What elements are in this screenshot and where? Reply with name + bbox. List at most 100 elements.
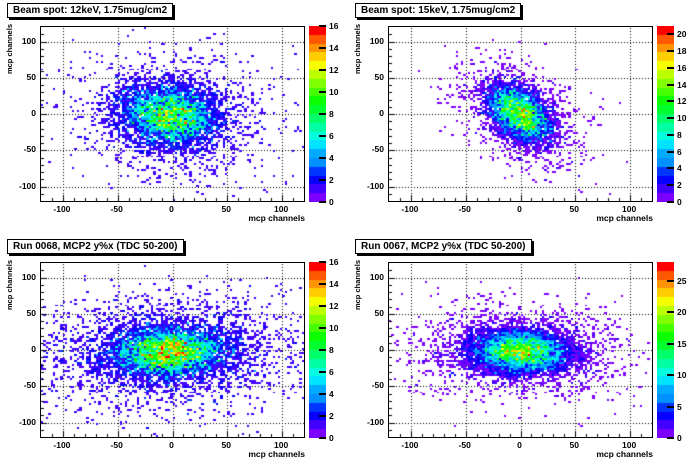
colorbar-tick xyxy=(667,83,674,86)
colorbar-tick xyxy=(319,179,326,181)
colorbar-tick xyxy=(667,184,674,187)
colorbar-tick xyxy=(319,47,326,49)
colorbar-tick-label: 14 xyxy=(677,79,687,90)
heatmap-canvas xyxy=(389,27,652,201)
colorbar xyxy=(657,26,674,202)
colorbar-tick-label: 5 xyxy=(677,401,682,412)
colorbar-tick-label: 10 xyxy=(677,113,687,124)
colorbar-tick-label: 2 xyxy=(677,180,682,191)
colorbar-tick-label: 12 xyxy=(677,96,687,107)
x-tick-label: 0 xyxy=(169,204,174,214)
colorbar-tick-label: 12 xyxy=(329,65,339,75)
y-tick-label: 50 xyxy=(26,307,36,318)
colorbar-tick-label: 16 xyxy=(677,62,687,73)
colorbar-tick-label: 10 xyxy=(677,370,687,381)
y-tick-label: 0 xyxy=(31,108,36,118)
y-axis-title: mcp channels xyxy=(5,260,14,311)
pad-beam-spot-15kev: mcp channels mcp channels Beam spot: 15k… xyxy=(348,0,696,236)
colorbar-tick-label: 12 xyxy=(329,301,339,311)
y-tick-label: 0 xyxy=(379,108,384,118)
x-tick-label: -50 xyxy=(110,440,123,450)
pad-run-0067: mcp channels mcp channels Run 0067, MCP2… xyxy=(348,236,696,472)
plot-title: Beam spot: 12keV, 1.75mug/cm2 xyxy=(7,3,174,18)
colorbar-tick-label: 10 xyxy=(329,87,339,97)
colorbar-tick-label: 8 xyxy=(329,109,334,119)
colorbar-tick xyxy=(667,374,674,377)
colorbar-tick xyxy=(319,393,326,395)
x-tick-label: 50 xyxy=(569,204,580,214)
x-axis-title: mcp channels xyxy=(596,449,653,459)
colorbar-tick-label: 20 xyxy=(677,307,687,318)
colorbar-tick xyxy=(667,279,674,282)
colorbar-tick xyxy=(319,135,326,137)
colorbar-tick-label: 14 xyxy=(329,279,339,289)
x-tick-label: 0 xyxy=(517,204,522,214)
colorbar-tick-label: 0 xyxy=(677,197,682,207)
colorbar-tick xyxy=(319,201,326,203)
y-tick-label: -50 xyxy=(23,380,36,391)
colorbar-tick xyxy=(319,327,326,329)
colorbar-tick-label: 4 xyxy=(677,163,682,174)
x-tick-label: -100 xyxy=(53,440,71,450)
y-tick-label: 0 xyxy=(379,344,384,354)
x-tick-label: 100 xyxy=(621,440,637,450)
x-axis-title: mcp channels xyxy=(248,449,305,459)
colorbar-tick xyxy=(667,405,674,408)
colorbar-tick-label: 0 xyxy=(677,433,682,443)
x-tick-label: 0 xyxy=(517,440,522,450)
y-tick-label: 100 xyxy=(21,35,36,46)
colorbar-tick xyxy=(319,157,326,159)
y-tick-label: 100 xyxy=(21,271,36,282)
colorbar-tick xyxy=(319,305,326,307)
heatmap-canvas xyxy=(41,263,304,437)
y-tick-label: 100 xyxy=(369,271,384,282)
colorbar-tick-label: 2 xyxy=(329,411,334,421)
x-tick-label: 100 xyxy=(621,204,637,214)
y-tick-label: -50 xyxy=(371,144,384,155)
heatmap-canvas xyxy=(389,263,652,437)
x-tick-label: 50 xyxy=(569,440,580,450)
y-tick-label: 50 xyxy=(374,307,384,318)
plot-frame xyxy=(388,26,653,202)
colorbar-tick-label: 4 xyxy=(329,389,334,399)
y-tick-label: 50 xyxy=(374,71,384,82)
colorbar-tick xyxy=(319,69,326,71)
x-tick-label: 50 xyxy=(221,204,232,214)
x-tick-label: 50 xyxy=(221,440,232,450)
colorbar-tick xyxy=(667,201,674,203)
y-tick-label: -50 xyxy=(371,380,384,391)
colorbar-tick xyxy=(319,25,326,27)
y-axis-title: mcp channels xyxy=(353,24,362,75)
x-tick-label: -100 xyxy=(53,204,71,214)
y-tick-label: -50 xyxy=(23,144,36,155)
colorbar-tick-label: 8 xyxy=(329,345,334,355)
colorbar-tick-label: 25 xyxy=(677,275,687,286)
x-axis-title: mcp channels xyxy=(596,213,653,223)
colorbar-tick-label: 0 xyxy=(329,433,334,443)
colorbar-tick xyxy=(319,349,326,351)
colorbar-tick-label: 4 xyxy=(329,153,334,163)
colorbar-tick xyxy=(319,283,326,285)
colorbar-tick-label: 16 xyxy=(329,257,339,267)
colorbar-tick xyxy=(319,437,326,439)
colorbar-tick-label: 14 xyxy=(329,43,339,53)
colorbar-tick-label: 6 xyxy=(329,367,334,377)
plot-frame xyxy=(40,262,305,438)
plot-title: Beam spot: 15keV, 1.75mug/cm2 xyxy=(355,3,522,18)
colorbar-tick-label: 15 xyxy=(677,338,687,349)
y-tick-label: 50 xyxy=(26,71,36,82)
x-tick-label: -100 xyxy=(401,440,419,450)
plot-title: Run 0068, MCP2 y%x (TDC 50-200) xyxy=(7,239,184,254)
colorbar-tick xyxy=(667,311,674,314)
y-tick-label: -100 xyxy=(366,180,384,191)
colorbar-tick xyxy=(667,150,674,153)
colorbar-tick xyxy=(667,133,674,136)
colorbar-tick xyxy=(319,415,326,417)
colorbar-tick xyxy=(667,33,674,36)
colorbar-tick xyxy=(667,342,674,345)
x-tick-label: 100 xyxy=(273,204,289,214)
plot-title: Run 0067, MCP2 y%x (TDC 50-200) xyxy=(355,239,532,254)
plot-frame xyxy=(388,262,653,438)
plot-frame xyxy=(40,26,305,202)
